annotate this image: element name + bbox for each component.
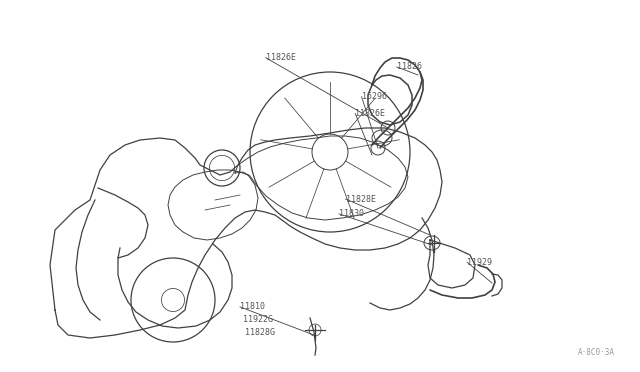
Text: 11828E: 11828E [346, 195, 376, 203]
Text: 11826: 11826 [397, 62, 422, 71]
Text: 15296: 15296 [362, 92, 387, 101]
Text: A·8C0·3A: A·8C0·3A [577, 348, 614, 357]
Text: 11826E: 11826E [266, 53, 296, 62]
Text: 11810: 11810 [240, 302, 265, 311]
Text: 11828G: 11828G [245, 328, 275, 337]
Text: 11929: 11929 [467, 258, 492, 267]
Text: 11830: 11830 [339, 209, 364, 218]
Text: 11826E: 11826E [355, 109, 385, 118]
Text: 11922G: 11922G [243, 315, 273, 324]
